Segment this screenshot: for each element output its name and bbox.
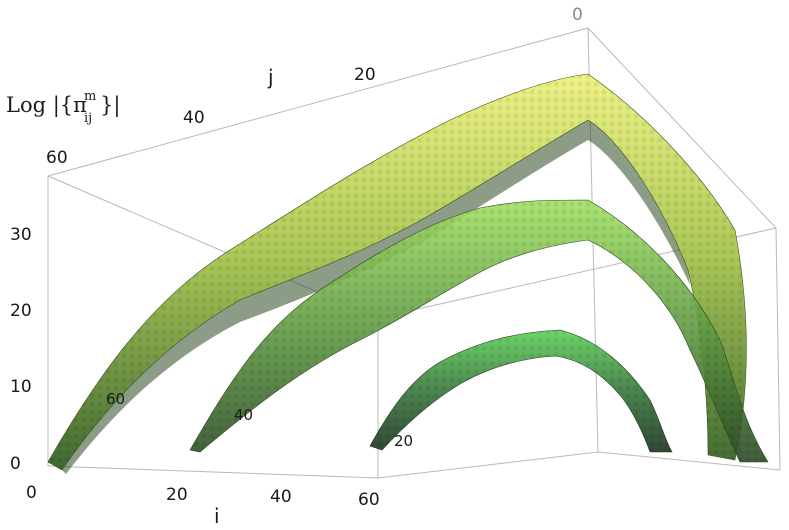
surface-m-20 <box>369 329 673 453</box>
surface-m-40 <box>189 199 769 463</box>
j-tick-0: 0 <box>572 5 583 25</box>
z-axis-label-sup: m <box>84 89 96 104</box>
box-edge-bottom-back <box>597 451 781 471</box>
i-tick-60: 60 <box>358 490 380 510</box>
j-tick-60: 60 <box>46 148 68 168</box>
i-tick-0: 0 <box>26 483 37 503</box>
z-axis-label-main: Log |{π <box>6 93 87 118</box>
z-axis-label-sub: ij <box>84 111 92 126</box>
z-axis-label: Log |{π m ij }| <box>6 89 120 126</box>
z-axis-label-close: }| <box>100 93 120 118</box>
j-tick-40: 40 <box>183 108 205 128</box>
i-axis-label: i <box>214 504 220 528</box>
z-tick-0: 0 <box>10 454 21 474</box>
box-edge-bottom-left <box>377 451 599 479</box>
box-edge-back-top <box>47 27 589 177</box>
box-edge-right-vertical <box>775 227 781 471</box>
surface-label-m-20: 20 <box>394 432 413 450</box>
box-edge-bottom-front <box>47 465 379 479</box>
z-tick-10: 10 <box>10 377 32 397</box>
surface-m-60 <box>47 73 747 474</box>
z-tick-30: 30 <box>10 225 32 245</box>
box-edge-right-top <box>587 27 777 229</box>
surface-label-m-40: 40 <box>234 406 253 424</box>
j-axis-label: j <box>267 65 274 89</box>
surface-m-20-texture <box>370 330 672 452</box>
surface-m-40-texture <box>190 200 768 462</box>
z-tick-20: 20 <box>10 301 32 321</box>
i-tick-40: 40 <box>270 487 292 507</box>
i-tick-20: 20 <box>166 485 188 505</box>
surface-m-60-texture <box>48 74 747 470</box>
j-tick-20: 20 <box>354 65 376 85</box>
surface-label-m-60: 60 <box>106 390 125 408</box>
